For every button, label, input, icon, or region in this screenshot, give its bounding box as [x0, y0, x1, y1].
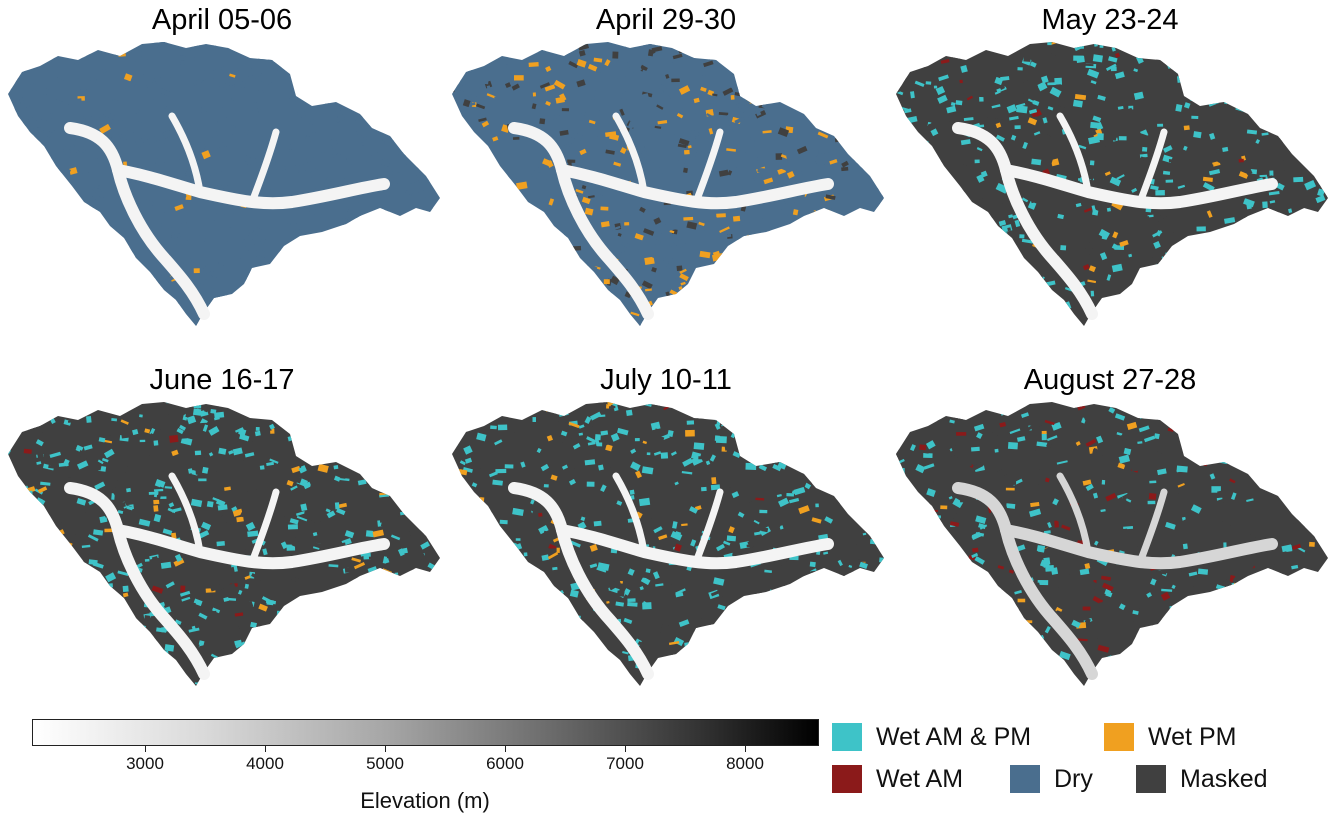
- glacier-valley: [1136, 128, 1168, 206]
- colorbar-tick: [385, 746, 386, 752]
- legend-label: Wet PM: [1148, 722, 1237, 751]
- map-panel-3: May 23-24: [888, 0, 1332, 340]
- glacier-valley: [112, 524, 390, 570]
- legend-item-dry: Dry: [1010, 764, 1093, 794]
- basin-map: [452, 42, 884, 326]
- legend-swatch: [1010, 765, 1040, 793]
- basin-map: [896, 42, 1328, 326]
- glacier-valley: [248, 128, 280, 206]
- glacier-valley: [1000, 524, 1278, 570]
- basin-outline: [896, 42, 1328, 326]
- basin-map: [8, 402, 440, 686]
- glacier-valley: [556, 524, 834, 570]
- glacier-valley: [952, 482, 1098, 680]
- glacier-valley: [168, 472, 204, 556]
- glacier-valley: [64, 482, 210, 680]
- glacier-valley: [112, 164, 390, 210]
- glacier-valley: [612, 112, 648, 196]
- panel-title: August 27-28: [1023, 364, 1197, 396]
- legend-swatch: [1104, 723, 1134, 751]
- glacier-valley: [508, 122, 654, 320]
- panel-title: July 10-11: [600, 364, 732, 396]
- glacier-valley: [1056, 112, 1092, 196]
- colorbar-tick-label: 4000: [246, 754, 284, 773]
- map-panel-2: April 29-30: [444, 0, 888, 340]
- map-panel-5: July 10-11: [444, 360, 888, 700]
- glacier-valley: [508, 482, 654, 680]
- map-panel-6: August 27-28: [888, 360, 1332, 700]
- glacier-valley: [1000, 164, 1278, 210]
- glacier-valley: [692, 488, 724, 566]
- panel-title: April 05-06: [151, 4, 293, 36]
- legend-item-wet-am: Wet AM: [832, 764, 963, 794]
- basin-map: [452, 402, 884, 686]
- glacier-valley: [1136, 488, 1168, 566]
- colorbar-tick: [505, 746, 506, 752]
- colorbar-tick: [625, 746, 626, 752]
- colorbar-tick: [145, 746, 146, 752]
- colorbar-tick-label: 6000: [486, 754, 524, 773]
- legend-label: Masked: [1180, 764, 1268, 793]
- basin-map: [896, 402, 1328, 686]
- legend-item-wet-am-pm: Wet AM & PM: [832, 722, 1031, 752]
- legend-label: Wet AM: [876, 764, 964, 793]
- colorbar-tick: [265, 746, 266, 752]
- map-panel-4: June 16-17: [0, 360, 444, 700]
- glacier-valley: [1056, 472, 1092, 556]
- colorbar-tick: [745, 746, 746, 752]
- glacier-valley: [64, 122, 210, 320]
- basin-outline: [452, 402, 884, 686]
- glacier-valley: [248, 488, 280, 566]
- panel-title: April 29-30: [595, 4, 737, 36]
- basin-outline: [8, 42, 440, 326]
- legend-label: Dry: [1054, 764, 1093, 793]
- legend-swatch: [1136, 765, 1166, 793]
- legend-swatch: [832, 723, 862, 751]
- legend-item-masked: Masked: [1136, 764, 1268, 794]
- colorbar-tick-label: 3000: [126, 754, 164, 773]
- elevation-colorbar: [32, 719, 819, 746]
- basin-map: [8, 42, 440, 326]
- colorbar-tick-label: 5000: [366, 754, 404, 773]
- glacier-valley: [556, 164, 834, 210]
- glacier-valley: [692, 128, 724, 206]
- legend-swatch: [832, 765, 862, 793]
- map-panel-1: April 05-06: [0, 0, 444, 340]
- basin-outline: [452, 42, 884, 326]
- legend-item-wet-pm: Wet PM: [1104, 722, 1236, 752]
- legend-label: Wet AM & PM: [876, 722, 1032, 751]
- glacier-valley: [168, 112, 204, 196]
- glacier-valley: [612, 472, 648, 556]
- colorbar-tick-label: 8000: [726, 754, 764, 773]
- colorbar-title: Elevation (m): [360, 788, 490, 813]
- panel-title: May 23-24: [1041, 4, 1179, 36]
- glacier-valley: [952, 122, 1098, 320]
- colorbar-tick-label: 7000: [606, 754, 644, 773]
- panel-title: June 16-17: [149, 364, 295, 396]
